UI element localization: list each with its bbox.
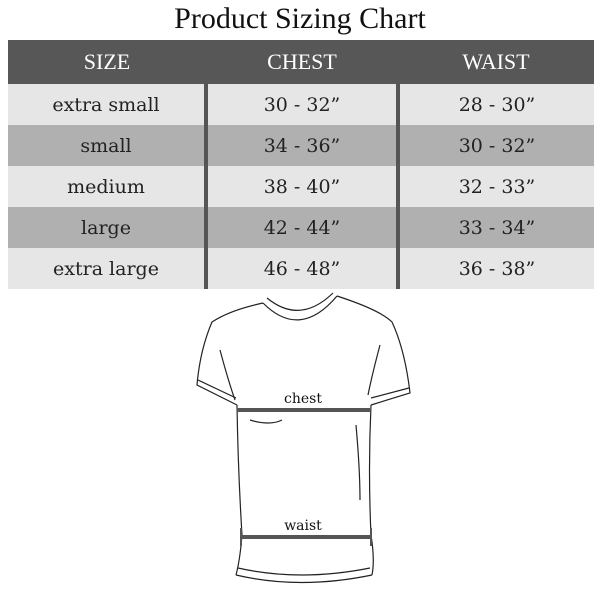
cell-size: extra large	[8, 248, 208, 289]
cell-waist: 32 - 33”	[398, 166, 594, 207]
cell-chest: 46 - 48”	[206, 248, 400, 289]
tshirt-outline	[196, 292, 411, 584]
header-waist: WAIST	[398, 40, 594, 84]
size-table: SIZE CHEST WAIST extra small 30 - 32” 28…	[8, 40, 594, 289]
cell-waist: 36 - 38”	[398, 248, 594, 289]
table-row: medium 38 - 40” 32 - 33”	[8, 166, 594, 207]
cell-chest: 38 - 40”	[206, 166, 400, 207]
cell-chest: 34 - 36”	[206, 125, 400, 166]
table-header: SIZE CHEST WAIST	[8, 40, 594, 84]
cell-size: small	[8, 125, 208, 166]
table-row: small 34 - 36” 30 - 32”	[8, 125, 594, 166]
table-row: extra large 46 - 48” 36 - 38”	[8, 248, 594, 289]
waist-label: waist	[284, 518, 322, 534]
cell-size: medium	[8, 166, 208, 207]
page-title: Product Sizing Chart	[174, 2, 426, 35]
cell-size: extra small	[8, 84, 208, 125]
cell-waist: 28 - 30”	[398, 84, 594, 125]
table-row: extra small 30 - 32” 28 - 30”	[8, 84, 594, 125]
chest-label: chest	[284, 391, 322, 407]
table-row: large 42 - 44” 33 - 34”	[8, 207, 594, 248]
header-size: SIZE	[8, 40, 206, 84]
cell-chest: 30 - 32”	[206, 84, 400, 125]
header-chest: CHEST	[206, 40, 398, 84]
cell-waist: 33 - 34”	[398, 207, 594, 248]
cell-waist: 30 - 32”	[398, 125, 594, 166]
cell-size: large	[8, 207, 208, 248]
cell-chest: 42 - 44”	[206, 207, 400, 248]
